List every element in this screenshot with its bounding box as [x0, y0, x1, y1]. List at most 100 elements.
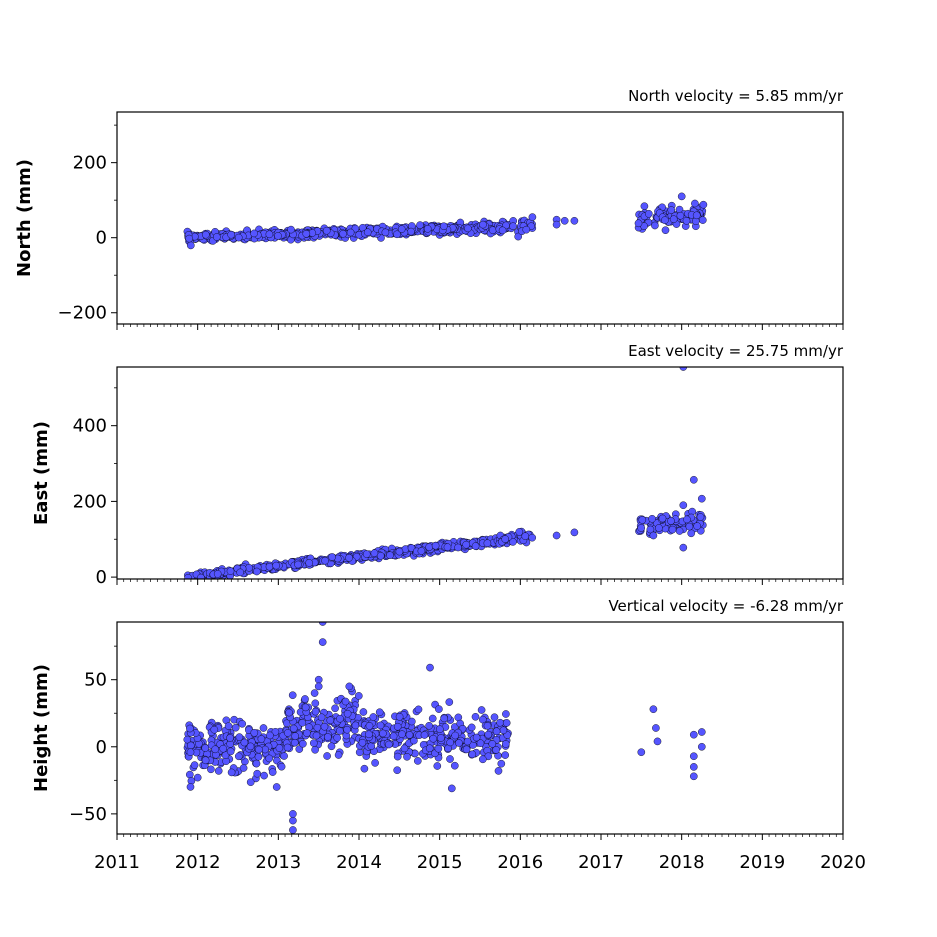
data-point: [393, 752, 402, 761]
x-tick-label: 2018: [659, 852, 705, 873]
data-point: [186, 724, 194, 733]
data-point: [690, 730, 698, 739]
data-point: [360, 764, 369, 773]
data-point: [314, 675, 323, 684]
data-point: [570, 528, 579, 537]
data-point: [183, 735, 192, 744]
data-point: [272, 561, 281, 570]
data-point: [185, 770, 194, 779]
data-point: [328, 553, 336, 561]
data-point: [246, 778, 255, 787]
data-point: [462, 540, 471, 549]
data-point: [425, 744, 434, 753]
data-point: [298, 719, 307, 727]
data-point: [499, 726, 508, 735]
data-point: [405, 731, 414, 739]
data-point: [468, 750, 477, 759]
data-point: [375, 708, 384, 717]
data-point: [488, 740, 497, 748]
data-point: [272, 783, 281, 791]
data-point: [376, 721, 385, 730]
data-point: [309, 739, 318, 747]
data-point: [385, 740, 393, 749]
data-point: [690, 475, 698, 484]
data-point: [488, 226, 497, 234]
data-point: [291, 732, 300, 740]
data-point: [239, 764, 248, 772]
data-point: [358, 738, 367, 747]
data-point: [501, 740, 510, 748]
data-point: [693, 522, 702, 530]
data-point: [288, 691, 297, 700]
data-point: [455, 739, 463, 747]
data-point: [478, 755, 487, 764]
data-point: [186, 741, 195, 750]
data-point: [646, 525, 655, 534]
data-point: [407, 227, 415, 236]
data-point: [343, 725, 351, 734]
data-point: [386, 551, 394, 560]
data-point: [212, 233, 221, 241]
north-y-axis-label: North (mm): [14, 159, 35, 277]
data-point: [462, 745, 471, 754]
data-point: [496, 718, 504, 727]
data-point: [289, 826, 297, 834]
data-point: [345, 682, 354, 691]
data-point: [323, 733, 332, 741]
data-point: [370, 549, 379, 557]
data-point: [435, 705, 443, 713]
data-point: [420, 731, 429, 739]
y-tick-label: 200: [73, 491, 107, 512]
data-point: [259, 724, 268, 732]
data-point: [698, 743, 706, 751]
data-point: [416, 221, 424, 229]
data-point: [252, 759, 261, 768]
data-point: [376, 552, 385, 560]
data-point: [691, 199, 699, 208]
data-point: [365, 730, 373, 739]
data-point: [413, 757, 422, 765]
y-tick-label: −50: [69, 804, 107, 825]
data-point: [501, 535, 510, 543]
data-point: [661, 216, 669, 224]
data-point: [560, 216, 569, 225]
data-point: [207, 765, 215, 774]
data-point: [464, 224, 472, 233]
data-point: [492, 746, 500, 754]
data-point: [476, 739, 485, 748]
data-point: [637, 748, 646, 757]
data-point: [301, 695, 309, 703]
data-point: [437, 734, 445, 742]
data-point: [450, 761, 459, 770]
east-y-axis-label: East (mm): [31, 421, 52, 525]
data-point: [682, 216, 691, 225]
x-tick-label: 2011: [94, 852, 140, 873]
east-panel-title: East velocity = 25.75 mm/yr: [628, 342, 844, 360]
data-point: [245, 564, 253, 572]
data-point: [184, 574, 192, 579]
data-point: [317, 713, 326, 722]
y-tick-label: 0: [96, 567, 107, 588]
data-point: [428, 714, 437, 723]
data-point: [679, 367, 688, 371]
data-point: [471, 542, 480, 550]
data-point: [649, 531, 658, 540]
y-tick-label: 50: [84, 670, 107, 691]
data-point: [692, 211, 701, 220]
data-point: [265, 230, 274, 239]
data-point: [185, 234, 193, 243]
data-point: [501, 751, 510, 759]
data-point: [552, 531, 561, 540]
north-panel-title: North velocity = 5.85 mm/yr: [628, 87, 844, 105]
data-point: [393, 230, 401, 239]
data-point: [355, 748, 364, 757]
data-point: [463, 737, 472, 746]
data-point: [250, 229, 258, 238]
data-point: [186, 783, 195, 791]
data-point: [425, 543, 434, 551]
data-point: [193, 773, 202, 782]
data-point: [661, 226, 670, 234]
data-point: [214, 767, 223, 775]
data-point: [467, 723, 476, 732]
